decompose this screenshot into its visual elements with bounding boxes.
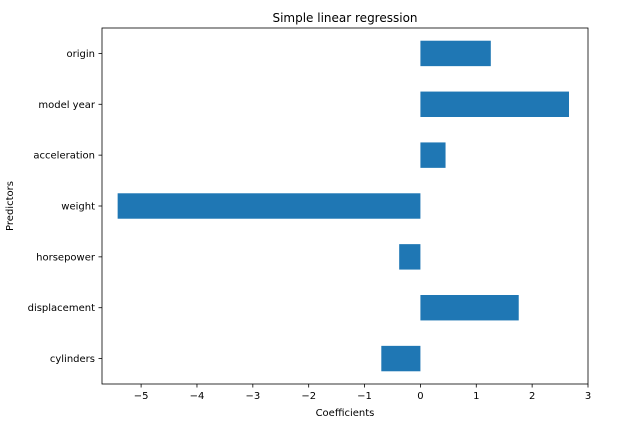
- y-tick-label-horsepower: horsepower: [36, 252, 96, 263]
- y-tick-label-origin: origin: [67, 49, 95, 60]
- y-tick-label-displacement: displacement: [28, 303, 95, 314]
- x-axis-ticks: −5 −4 −3 −2 −1 0 1 2 3: [134, 384, 591, 402]
- x-tick-label: −2: [301, 391, 316, 402]
- bar-horsepower: [399, 244, 421, 270]
- bar-cylinders: [381, 345, 421, 372]
- y-axis-ticks: cylinders displacement horsepower weight acc…: [28, 49, 102, 365]
- bar-model-year: [420, 91, 570, 117]
- bar-acceleration: [420, 142, 446, 168]
- x-tick-label: −5: [134, 391, 149, 402]
- x-tick-label: 3: [585, 391, 591, 402]
- y-tick-label-cylinders: cylinders: [50, 354, 95, 365]
- bar-origin: [420, 40, 491, 67]
- y-tick-label-weight: weight: [61, 202, 95, 213]
- x-tick-label: 0: [417, 391, 423, 402]
- x-tick-label: −4: [190, 391, 205, 402]
- x-tick-label: 2: [529, 391, 535, 402]
- bar-weight: [117, 193, 421, 219]
- x-tick-label: −3: [245, 391, 260, 402]
- y-tick-label-model-year: model year: [38, 100, 96, 111]
- y-axis-label: Predictors: [5, 181, 16, 231]
- x-tick-label: 1: [473, 391, 479, 402]
- x-axis-label: Coefficients: [316, 408, 375, 419]
- chart-title: Simple linear regression: [272, 11, 417, 25]
- bars-group: [117, 40, 570, 372]
- bar-displacement: [420, 295, 519, 321]
- x-tick-label: −1: [357, 391, 372, 402]
- y-tick-label-acceleration: acceleration: [33, 151, 95, 162]
